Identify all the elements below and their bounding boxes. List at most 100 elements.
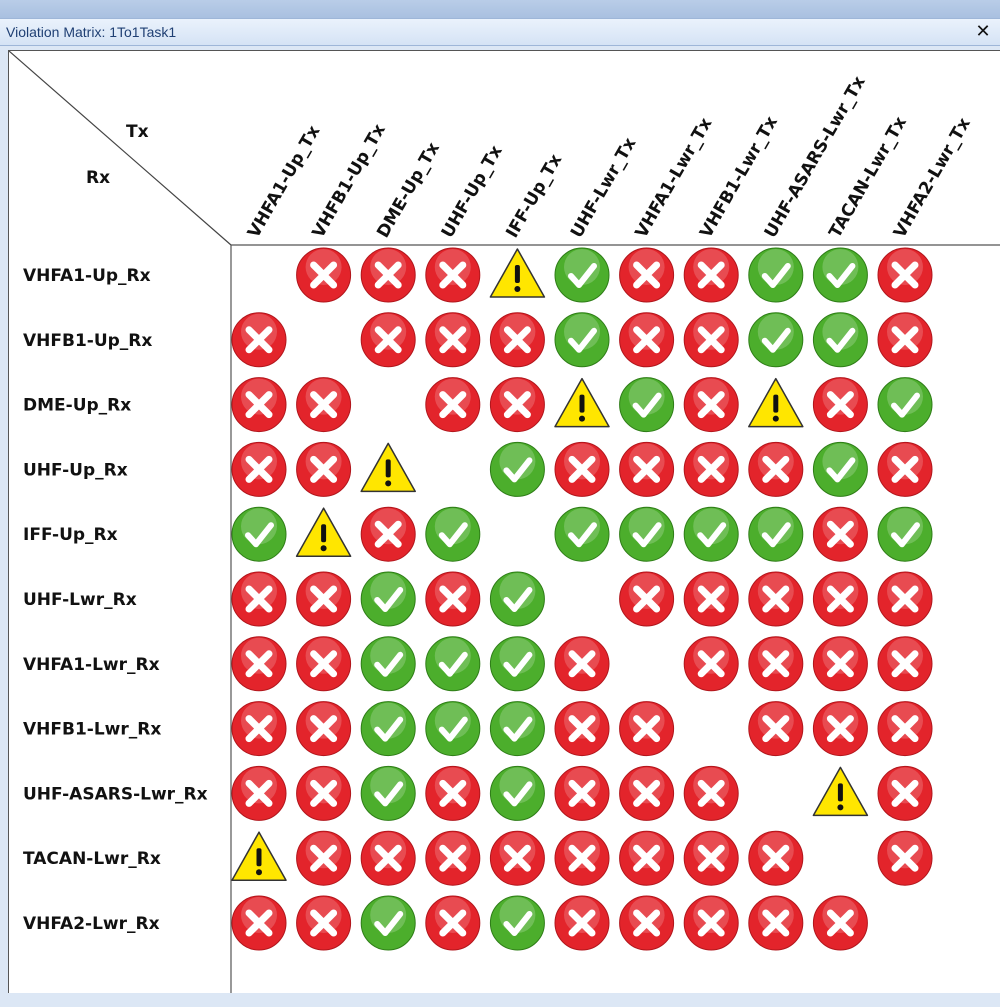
violation-x-icon — [619, 571, 675, 627]
violation-x-icon — [554, 830, 610, 886]
violation-x-icon — [619, 441, 675, 497]
violation-x-icon — [683, 830, 739, 886]
violation-x-icon — [683, 377, 739, 433]
violation-x-icon — [425, 247, 481, 303]
ok-check-icon — [360, 895, 416, 951]
violation-x-icon — [877, 571, 933, 627]
violation-x-icon — [619, 895, 675, 951]
ok-check-icon — [360, 701, 416, 757]
ok-check-icon — [360, 636, 416, 692]
warning-triangle-icon — [554, 377, 610, 428]
row-header: UHF-ASARS-Lwr_Rx — [23, 784, 208, 804]
violation-x-icon — [296, 895, 352, 951]
ok-check-icon — [231, 506, 287, 562]
violation-x-icon — [360, 506, 416, 562]
window-title: Violation Matrix: 1To1Task1 — [6, 24, 177, 40]
violation-x-icon — [877, 441, 933, 497]
violation-x-icon — [683, 571, 739, 627]
violation-x-icon — [296, 571, 352, 627]
ok-check-icon — [554, 312, 610, 368]
violation-x-icon — [296, 441, 352, 497]
violation-x-icon — [619, 247, 675, 303]
violation-x-icon — [877, 312, 933, 368]
row-header: TACAN-Lwr_Rx — [23, 849, 161, 869]
ok-check-icon — [619, 506, 675, 562]
violation-x-icon — [812, 506, 868, 562]
violation-x-icon — [296, 377, 352, 433]
violation-x-icon — [296, 636, 352, 692]
ok-check-icon — [683, 506, 739, 562]
violation-x-icon — [489, 377, 545, 433]
violation-x-icon — [683, 765, 739, 821]
column-header: UHF-Lwr_Tx — [567, 134, 640, 241]
top-strip — [0, 0, 1000, 18]
row-header: UHF-Up_Rx — [23, 460, 128, 480]
ok-check-icon — [425, 506, 481, 562]
violation-x-icon — [425, 377, 481, 433]
warning-triangle-icon — [231, 831, 287, 881]
column-header: DME-Up_Tx — [373, 139, 444, 241]
ok-check-icon — [489, 441, 545, 497]
corner-diagonal — [9, 51, 232, 246]
violation-x-icon — [812, 571, 868, 627]
violation-x-icon — [554, 895, 610, 951]
violation-x-icon — [748, 830, 804, 886]
ok-check-icon — [425, 636, 481, 692]
warning-triangle-icon — [295, 507, 352, 557]
violation-x-icon — [554, 441, 610, 497]
violation-x-icon — [683, 636, 739, 692]
violation-x-icon — [877, 247, 933, 303]
violation-x-icon — [619, 830, 675, 886]
violation-x-icon — [360, 247, 416, 303]
violation-x-icon — [812, 636, 868, 692]
ok-check-icon — [877, 506, 933, 562]
ok-check-icon — [812, 247, 868, 303]
violation-x-icon — [812, 701, 868, 757]
violation-x-icon — [425, 830, 481, 886]
warning-triangle-icon — [748, 377, 804, 428]
violation-x-icon — [748, 571, 804, 627]
warning-triangle-icon — [812, 766, 869, 817]
violation-x-icon — [231, 312, 287, 368]
close-icon[interactable]: ✕ — [975, 21, 991, 42]
ok-check-icon — [489, 701, 545, 757]
violation-x-icon — [360, 830, 416, 886]
column-header: IFF-Up_Tx — [502, 151, 566, 242]
violation-x-icon — [296, 765, 352, 821]
violation-x-icon — [231, 636, 287, 692]
violation-x-icon — [554, 636, 610, 692]
violation-matrix: Tx Rx VHFA1-Up_Tx VHFB1-Up_Tx DME-Up_Tx UHF… — [8, 50, 1000, 994]
ok-check-icon — [554, 506, 610, 562]
ok-check-icon — [489, 765, 545, 821]
violation-x-icon — [683, 312, 739, 368]
violation-x-icon — [489, 312, 545, 368]
violation-x-icon — [683, 247, 739, 303]
violation-x-icon — [296, 701, 352, 757]
violation-x-icon — [812, 377, 868, 433]
violation-x-icon — [748, 636, 804, 692]
violation-x-icon — [231, 441, 287, 497]
violation-x-icon — [489, 830, 545, 886]
ok-check-icon — [425, 701, 481, 757]
violation-x-icon — [425, 312, 481, 368]
violation-x-icon — [296, 830, 352, 886]
violation-x-icon — [231, 571, 287, 627]
ok-check-icon — [812, 441, 868, 497]
violation-x-icon — [231, 765, 287, 821]
violation-x-icon — [812, 895, 868, 951]
violation-x-icon — [877, 701, 933, 757]
violation-x-icon — [231, 895, 287, 951]
column-header: UHF-Up_Tx — [438, 142, 507, 241]
violation-x-icon — [748, 701, 804, 757]
violation-x-icon — [231, 701, 287, 757]
warning-triangle-icon — [489, 248, 546, 298]
row-header: VHFB1-Up_Rx — [23, 331, 152, 351]
violation-x-icon — [425, 765, 481, 821]
ok-check-icon — [877, 377, 933, 433]
ok-check-icon — [489, 571, 545, 627]
row-header: DME-Up_Rx — [23, 396, 131, 416]
window-titlebar: Violation Matrix: 1To1Task1 ✕ — [0, 18, 1000, 46]
ok-check-icon — [812, 312, 868, 368]
violation-x-icon — [619, 701, 675, 757]
violation-x-icon — [360, 312, 416, 368]
